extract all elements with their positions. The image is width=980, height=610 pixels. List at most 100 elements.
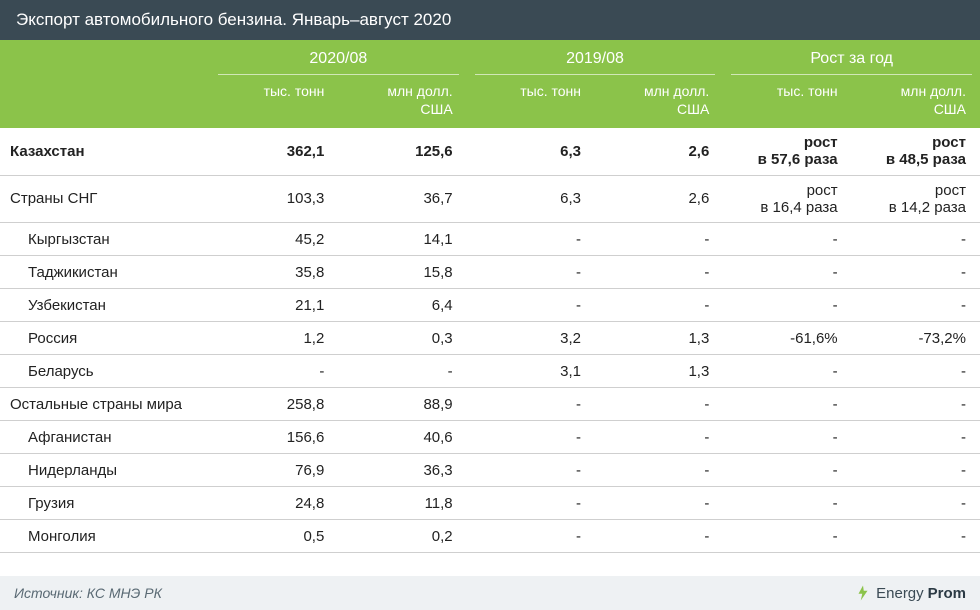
header-group-growth: Рост за год bbox=[731, 40, 972, 75]
table-row: Казахстан362,1125,66,32,6роств 57,6 раза… bbox=[0, 128, 980, 176]
header-spacer bbox=[0, 40, 210, 75]
table-row: Нидерланды76,936,3---- bbox=[0, 454, 980, 487]
row-cell: - bbox=[852, 429, 980, 446]
logo-text-2: Prom bbox=[928, 585, 966, 602]
table-row: Грузия24,811,8---- bbox=[0, 487, 980, 520]
row-label: Афганистан bbox=[0, 429, 210, 446]
row-cell: - bbox=[723, 264, 851, 281]
row-label: Монголия bbox=[0, 528, 210, 545]
row-cell: 14,1 bbox=[338, 231, 466, 248]
row-label: Узбекистан bbox=[0, 297, 210, 314]
row-cell: 35,8 bbox=[210, 264, 338, 281]
row-cell: роств 14,2 раза bbox=[852, 180, 980, 219]
row-cell: - bbox=[852, 462, 980, 479]
row-cell: 15,8 bbox=[338, 264, 466, 281]
row-cell: 1,2 bbox=[210, 330, 338, 347]
row-cell: 36,7 bbox=[338, 190, 466, 207]
row-label: Нидерланды bbox=[0, 462, 210, 479]
row-cell: 2,6 bbox=[595, 190, 723, 207]
row-cell: 6,4 bbox=[338, 297, 466, 314]
row-cell: 3,1 bbox=[467, 363, 595, 380]
row-cell: - bbox=[467, 462, 595, 479]
footer-bar: Источник: КС МНЭ РК EnergyProm bbox=[0, 576, 980, 610]
row-cell: 3,2 bbox=[467, 330, 595, 347]
header-sub-tons: тыс. тонн bbox=[467, 75, 595, 128]
row-cell: - bbox=[467, 297, 595, 314]
row-cell: - bbox=[723, 429, 851, 446]
row-cell: - bbox=[852, 495, 980, 512]
header-sub-tons: тыс. тонн bbox=[210, 75, 338, 128]
table-container: Экспорт автомобильного бензина. Январь–а… bbox=[0, 0, 980, 610]
row-cell: 362,1 bbox=[210, 143, 338, 160]
logo: EnergyProm bbox=[854, 584, 966, 602]
row-cell: -61,6% bbox=[723, 330, 851, 347]
table-row: Беларусь--3,11,3-- bbox=[0, 355, 980, 388]
row-cell: 1,3 bbox=[595, 363, 723, 380]
row-label: Таджикистан bbox=[0, 264, 210, 281]
page-title: Экспорт автомобильного бензина. Январь–а… bbox=[0, 0, 980, 40]
row-cell: - bbox=[467, 396, 595, 413]
row-cell: - bbox=[467, 495, 595, 512]
row-cell: - bbox=[338, 363, 466, 380]
source-label: Источник: КС МНЭ РК bbox=[14, 585, 162, 601]
row-label: Казахстан bbox=[0, 143, 210, 160]
row-cell: - bbox=[723, 462, 851, 479]
row-cell: - bbox=[210, 363, 338, 380]
table-row: Узбекистан21,16,4---- bbox=[0, 289, 980, 322]
row-cell: - bbox=[595, 429, 723, 446]
row-cell: 36,3 bbox=[338, 462, 466, 479]
row-cell: 156,6 bbox=[210, 429, 338, 446]
table-body: Казахстан362,1125,66,3 2,6 роств 57,6 раза… bbox=[0, 128, 980, 576]
table-row: Кыргызстан45,214,1---- bbox=[0, 223, 980, 256]
row-cell: - bbox=[723, 363, 851, 380]
row-label: Кыргызстан bbox=[0, 231, 210, 248]
header-group-2020: 2020/08 bbox=[218, 40, 459, 75]
row-cell: 0,3 bbox=[338, 330, 466, 347]
header-spacer bbox=[0, 75, 210, 128]
row-label: Беларусь bbox=[0, 363, 210, 380]
table-row: Афганистан156,640,6---- bbox=[0, 421, 980, 454]
row-cell: - bbox=[723, 495, 851, 512]
row-cell: роств 48,5 раза bbox=[852, 132, 980, 171]
row-cell: - bbox=[595, 297, 723, 314]
table-row: Монголия0,50,2---- bbox=[0, 520, 980, 553]
row-cell: 24,8 bbox=[210, 495, 338, 512]
header-sub-usd: млн долл.США bbox=[852, 75, 980, 128]
row-cell: 45,2 bbox=[210, 231, 338, 248]
row-cell: 258,8 bbox=[210, 396, 338, 413]
row-cell: 125,6 bbox=[338, 143, 466, 160]
row-cell: - bbox=[595, 396, 723, 413]
row-cell: 76,9 bbox=[210, 462, 338, 479]
row-cell: - bbox=[723, 396, 851, 413]
row-cell: 21,1 bbox=[210, 297, 338, 314]
row-cell: роств 16,4 раза bbox=[723, 180, 851, 219]
header-sub-tons: тыс. тонн bbox=[723, 75, 851, 128]
row-cell: - bbox=[852, 528, 980, 545]
table-row: Страны СНГ103,336,76,32,6роств 16,4 раза… bbox=[0, 176, 980, 224]
header-sub-row: тыс. тонн млн долл.США тыс. тонн млн дол… bbox=[0, 75, 980, 128]
table-row: Россия1,20,33,21,3-61,6%-73,2% bbox=[0, 322, 980, 355]
header-group-2019: 2019/08 bbox=[475, 40, 716, 75]
header-sub-usd: млн долл.США bbox=[595, 75, 723, 128]
row-cell: 0,5 bbox=[210, 528, 338, 545]
row-cell: - bbox=[467, 429, 595, 446]
row-cell: 6,3 bbox=[467, 143, 595, 160]
row-cell: - bbox=[852, 297, 980, 314]
row-cell: 1,3 bbox=[595, 330, 723, 347]
row-cell: - bbox=[467, 528, 595, 545]
row-cell: - bbox=[595, 528, 723, 545]
header-sub-usd: млн долл.США bbox=[338, 75, 466, 128]
row-cell: - bbox=[723, 297, 851, 314]
row-cell: - bbox=[852, 231, 980, 248]
bolt-icon bbox=[854, 584, 872, 602]
row-cell: роств 57,6 раза bbox=[723, 132, 851, 171]
row-cell: 40,6 bbox=[338, 429, 466, 446]
row-label: Страны СНГ bbox=[0, 190, 210, 207]
row-cell: - bbox=[723, 528, 851, 545]
row-cell: - bbox=[723, 231, 851, 248]
row-cell: - bbox=[467, 231, 595, 248]
table-row: Таджикистан35,815,8---- bbox=[0, 256, 980, 289]
logo-text-1: Energy bbox=[876, 585, 924, 602]
row-cell: 103,3 bbox=[210, 190, 338, 207]
table-row: Остальные страны мира258,888,9---- bbox=[0, 388, 980, 421]
